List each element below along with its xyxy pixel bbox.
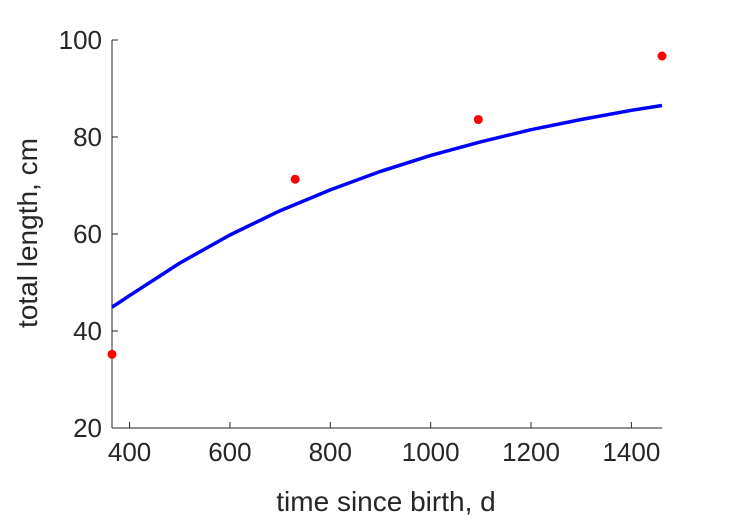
data-point — [473, 115, 483, 125]
x-tick-label: 1400 — [602, 437, 660, 467]
y-axis-label: total length, cm — [12, 138, 43, 328]
y-tick-label: 20 — [73, 413, 102, 443]
data-point — [290, 174, 300, 184]
plot-area — [107, 51, 667, 359]
x-tick-label: 400 — [108, 437, 151, 467]
y-tick-label: 100 — [59, 25, 102, 55]
data-point — [657, 51, 667, 61]
x-tick-label: 1200 — [502, 437, 560, 467]
x-tick-label: 1000 — [402, 437, 460, 467]
data-point — [107, 349, 117, 359]
x-tick-label: 600 — [208, 437, 251, 467]
x-axis-ticks: 400 600 800 1000 1200 1400 — [108, 422, 660, 467]
y-tick-label: 60 — [73, 219, 102, 249]
x-tick-label: 800 — [309, 437, 352, 467]
fit-curve-line — [111, 103, 663, 309]
y-axis-ticks: 20 40 60 80 100 — [59, 25, 118, 443]
axes — [111, 40, 662, 429]
x-axis-label: time since birth, d — [276, 486, 495, 517]
y-tick-label: 40 — [73, 316, 102, 346]
y-tick-label: 80 — [73, 122, 102, 152]
